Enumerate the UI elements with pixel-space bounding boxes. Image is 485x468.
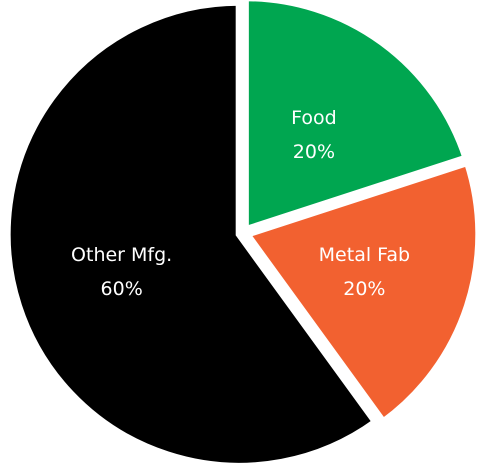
- slice-label-other-mfg: Other Mfg.: [71, 244, 172, 266]
- slice-label-food: Food: [291, 107, 337, 129]
- pie-slice-food: [241, 0, 471, 235]
- slice-value-label-food: 20%: [293, 141, 335, 163]
- pie-slices: [3, 0, 483, 468]
- pie-slice-metal-fab: [241, 158, 483, 427]
- pie-labels: Food 20% Metal Fab 20% Other Mfg. 60%: [71, 107, 410, 300]
- slice-value-label-other-mfg: 60%: [101, 278, 143, 300]
- pie-slice-other-mfg: [3, 0, 381, 468]
- slice-value-label-metal-fab: 20%: [343, 278, 385, 300]
- slice-label-metal-fab: Metal Fab: [319, 244, 410, 266]
